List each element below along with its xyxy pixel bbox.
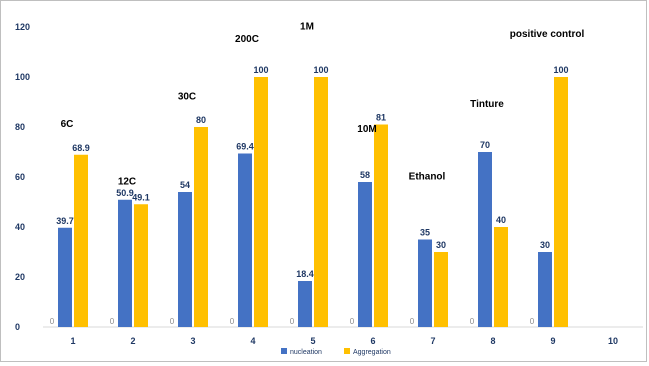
bar-aggregation	[254, 77, 268, 327]
data-label-nucleation: 69.4	[236, 142, 254, 152]
annotation-label: positive control	[510, 29, 585, 40]
y-tick-label: 40	[15, 222, 25, 232]
annotation-label: 12C	[118, 177, 136, 188]
data-label-nucleation: 18.4	[296, 269, 314, 279]
bar-nucleation	[418, 239, 432, 327]
zero-label: 0	[230, 317, 235, 326]
annotation-label: 1M	[300, 22, 314, 33]
data-label-aggregation: 68.9	[72, 143, 90, 153]
annotation-label: 30C	[178, 92, 196, 103]
x-tick-label: 6	[370, 336, 375, 346]
zero-label: 0	[530, 317, 535, 326]
bar-nucleation	[298, 281, 312, 327]
bar-aggregation	[314, 77, 328, 327]
y-tick-label: 60	[15, 172, 25, 182]
legend-swatch-aggregation	[344, 348, 350, 354]
zero-label: 0	[110, 317, 115, 326]
x-tick-label: 7	[430, 336, 435, 346]
data-label-nucleation: 58	[360, 170, 370, 180]
bar-nucleation	[358, 182, 372, 327]
annotation-label: Tinture	[470, 99, 504, 110]
y-tick-label: 100	[15, 72, 30, 82]
data-label-nucleation: 39.7	[56, 216, 74, 226]
x-tick-label: 5	[310, 336, 315, 346]
bar-nucleation	[178, 192, 192, 327]
bar-nucleation	[478, 152, 492, 327]
bar-aggregation	[74, 154, 88, 327]
x-tick-label: 3	[190, 336, 195, 346]
bar-aggregation	[494, 227, 508, 327]
annotation-label: 10M	[357, 124, 376, 135]
legend-label-aggregation: Aggregation	[353, 349, 391, 356]
data-label-aggregation: 30	[436, 240, 446, 250]
zero-label: 0	[410, 317, 415, 326]
data-label-aggregation: 100	[313, 65, 328, 75]
annotation-label: Ethanol	[409, 172, 446, 183]
bar-nucleation	[238, 153, 252, 327]
y-tick-label: 20	[15, 272, 25, 282]
data-label-nucleation: 50.9	[116, 188, 134, 198]
x-tick-label: 1	[70, 336, 75, 346]
data-label-aggregation: 80	[196, 115, 206, 125]
y-tick-label: 0	[15, 322, 20, 332]
bar-aggregation	[194, 127, 208, 327]
legend-swatch-nucleation	[281, 348, 287, 354]
data-label-nucleation: 35	[420, 228, 430, 238]
zero-label: 0	[350, 317, 355, 326]
y-tick-label: 120	[15, 22, 30, 32]
bar-aggregation	[374, 124, 388, 327]
bar-aggregation	[554, 77, 568, 327]
data-label-nucleation: 30	[540, 240, 550, 250]
annotation-label: 200C	[235, 34, 259, 45]
bar-chart: 020406080100120039.768.91050.949.1205480…	[15, 22, 643, 356]
data-label-nucleation: 70	[480, 140, 490, 150]
zero-label: 0	[470, 317, 475, 326]
data-label-nucleation: 54	[180, 180, 190, 190]
bar-aggregation	[434, 252, 448, 327]
bar-nucleation	[538, 252, 552, 327]
data-label-aggregation: 100	[253, 65, 268, 75]
data-label-aggregation: 40	[496, 215, 506, 225]
x-tick-label: 9	[550, 336, 555, 346]
bar-nucleation	[58, 227, 72, 327]
x-tick-label: 4	[250, 336, 255, 346]
bar-nucleation	[118, 199, 132, 327]
bar-aggregation	[134, 204, 148, 327]
legend-label-nucleation: nucleation	[290, 349, 322, 356]
x-tick-label: 8	[490, 336, 495, 346]
x-tick-label: 2	[130, 336, 135, 346]
data-label-aggregation: 81	[376, 113, 386, 123]
y-tick-label: 80	[15, 122, 25, 132]
zero-label: 0	[50, 317, 55, 326]
annotation-label: 6C	[61, 119, 74, 130]
data-label-aggregation: 49.1	[132, 192, 150, 202]
zero-label: 0	[170, 317, 175, 326]
data-label-aggregation: 100	[553, 65, 568, 75]
x-tick-label: 10	[608, 336, 618, 346]
zero-label: 0	[290, 317, 295, 326]
